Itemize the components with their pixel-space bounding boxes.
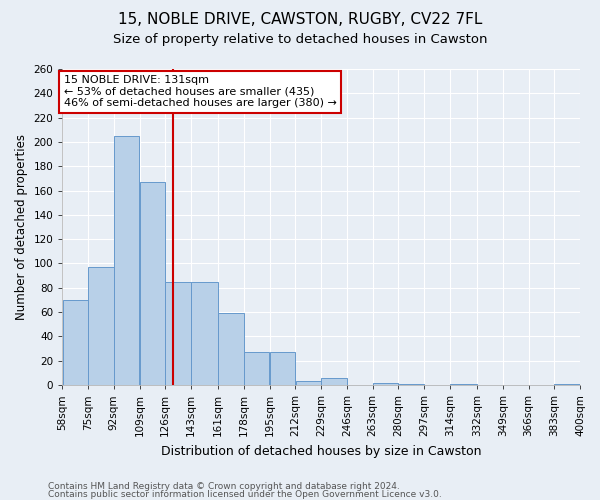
X-axis label: Distribution of detached houses by size in Cawston: Distribution of detached houses by size … — [161, 444, 481, 458]
Bar — [373, 382, 398, 385]
Text: 15 NOBLE DRIVE: 131sqm
← 53% of detached houses are smaller (435)
46% of semi-de: 15 NOBLE DRIVE: 131sqm ← 53% of detached… — [64, 75, 337, 108]
Bar — [166, 282, 191, 385]
Bar — [554, 384, 580, 385]
Text: Contains public sector information licensed under the Open Government Licence v3: Contains public sector information licen… — [48, 490, 442, 499]
Y-axis label: Number of detached properties: Number of detached properties — [15, 134, 28, 320]
Bar — [322, 378, 347, 385]
Bar — [296, 382, 321, 385]
Bar — [140, 182, 165, 385]
Bar — [398, 384, 424, 385]
Bar — [218, 314, 244, 385]
Bar — [62, 300, 88, 385]
Bar — [450, 384, 477, 385]
Bar — [244, 352, 269, 385]
Bar — [114, 136, 139, 385]
Text: Size of property relative to detached houses in Cawston: Size of property relative to detached ho… — [113, 32, 487, 46]
Text: 15, NOBLE DRIVE, CAWSTON, RUGBY, CV22 7FL: 15, NOBLE DRIVE, CAWSTON, RUGBY, CV22 7F… — [118, 12, 482, 28]
Text: Contains HM Land Registry data © Crown copyright and database right 2024.: Contains HM Land Registry data © Crown c… — [48, 482, 400, 491]
Bar — [191, 282, 218, 385]
Bar — [88, 267, 113, 385]
Bar — [270, 352, 295, 385]
